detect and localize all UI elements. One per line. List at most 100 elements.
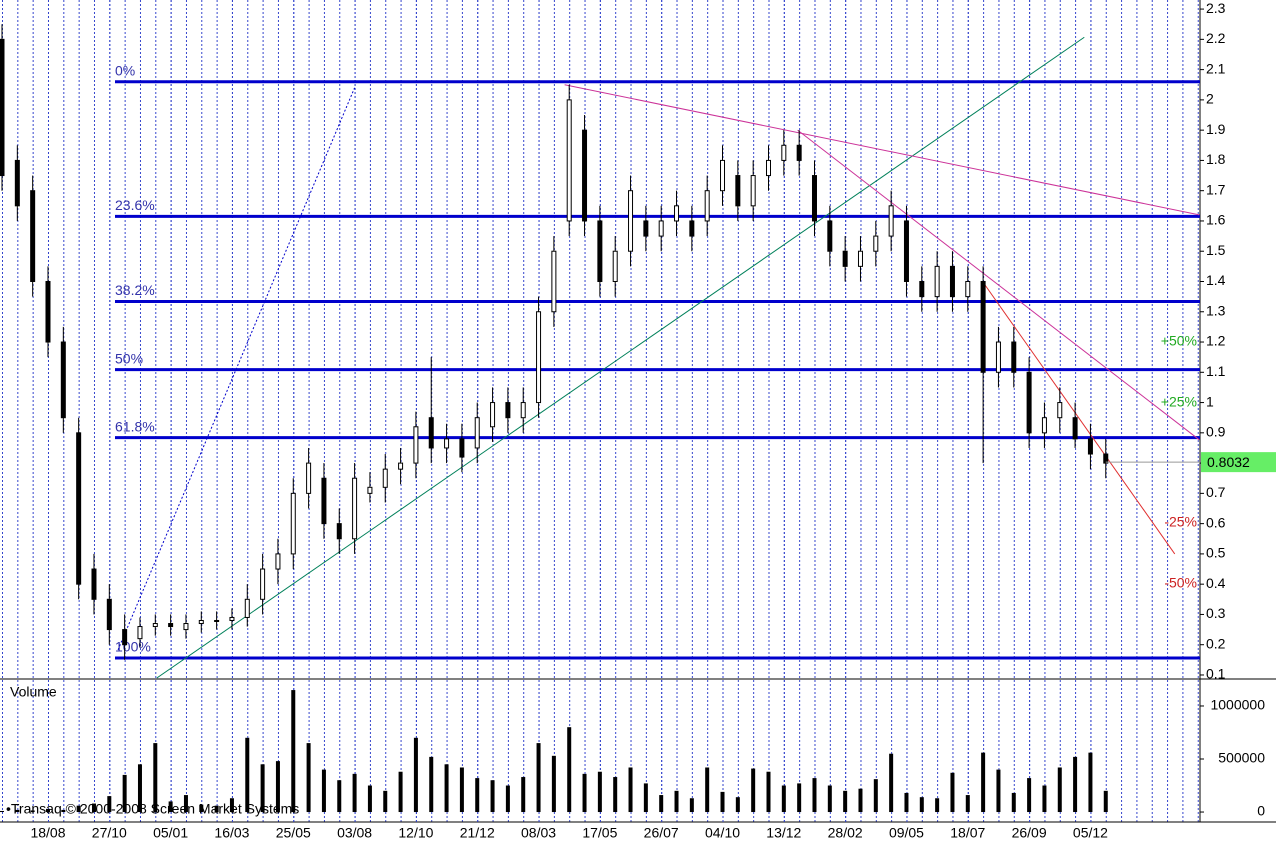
- y-tick-label: 1.9: [1206, 121, 1226, 137]
- volume-bar: [536, 743, 541, 813]
- level-label: 61.8%: [115, 418, 155, 434]
- volume-bar: [367, 785, 372, 813]
- x-tick-label: 13/12: [766, 825, 801, 841]
- y-tick-label: 0.6: [1206, 514, 1226, 530]
- volume-bar: [858, 788, 863, 813]
- x-tick-label: 18/07: [950, 825, 985, 841]
- volume-bar: [1073, 756, 1078, 813]
- candle-body: [949, 265, 955, 298]
- candle-body: [720, 159, 726, 192]
- candle-body: [750, 175, 756, 207]
- y-tick-label: 0.1: [1206, 666, 1226, 682]
- candle-body: [122, 629, 128, 646]
- candle-body: [168, 623, 174, 628]
- x-tick-label: 05/01: [153, 825, 188, 841]
- x-tick-label: 27/10: [92, 825, 127, 841]
- y-tick-label: 0.3: [1206, 605, 1226, 621]
- volume-bar: [245, 737, 250, 813]
- candle-body: [888, 205, 894, 237]
- y-tick-label: 0.7: [1206, 484, 1226, 500]
- candle-body: [965, 280, 971, 298]
- candle-body: [260, 568, 266, 600]
- candle-body: [490, 402, 496, 428]
- candle-body: [674, 205, 680, 222]
- y-tick-label: 1.2: [1206, 333, 1226, 349]
- volume-bar: [827, 785, 832, 813]
- volume-bar: [291, 690, 296, 813]
- x-tick-label: 09/05: [889, 825, 924, 841]
- volume-bar: [1011, 792, 1016, 813]
- volume-bar: [674, 790, 679, 813]
- y-tick-label: 0.4: [1206, 575, 1226, 591]
- volume-bar: [505, 785, 510, 813]
- volume-bar: [904, 792, 909, 813]
- volume-bar: [352, 773, 357, 813]
- candle-body: [643, 220, 649, 237]
- volume-bar: [873, 779, 878, 813]
- volume-bar: [168, 801, 173, 813]
- candle-body: [0, 38, 5, 177]
- volume-bar: [889, 753, 894, 813]
- volume-bar: [735, 797, 740, 813]
- x-tick-label: 18/08: [30, 825, 65, 841]
- volume-bar: [597, 771, 602, 813]
- volume-bar: [628, 767, 633, 813]
- candle-body: [505, 402, 511, 419]
- x-tick-label: 17/05: [582, 825, 617, 841]
- candle-body: [735, 175, 741, 207]
- candle-body: [566, 99, 572, 222]
- candle-body: [796, 144, 802, 161]
- volume-bar: [1103, 790, 1108, 813]
- volume-bar: [720, 791, 725, 813]
- volume-bar: [1057, 767, 1062, 813]
- candle-body: [934, 265, 940, 298]
- candle-body: [474, 417, 480, 449]
- candle-body: [290, 492, 296, 555]
- candle-body: [444, 438, 450, 449]
- candle-body: [321, 477, 327, 525]
- x-tick-label: 25/05: [276, 825, 311, 841]
- level-label: 23.6%: [115, 197, 155, 213]
- volume-bar: [919, 797, 924, 813]
- candle-body: [980, 280, 986, 373]
- y-tick-label: 0: [1257, 803, 1265, 819]
- volume-bar: [91, 803, 96, 813]
- candle-body: [428, 417, 434, 449]
- y-tick-label: 500000: [1218, 750, 1265, 766]
- candle-body: [766, 159, 771, 177]
- volume-bar: [643, 783, 648, 813]
- candle-body: [919, 280, 925, 298]
- candle-body: [811, 175, 817, 222]
- y-tick-label: 2.2: [1206, 30, 1226, 46]
- candle-body: [382, 468, 388, 488]
- y-tick-label: 1.6: [1206, 212, 1226, 228]
- candle-body: [367, 486, 373, 494]
- x-tick-label: 04/10: [705, 825, 740, 841]
- volume-bar: [490, 780, 495, 813]
- annotation: -50%: [1164, 575, 1197, 591]
- x-tick-label: 21/12: [460, 825, 495, 841]
- volume-bar: [0, 810, 4, 813]
- candle-body: [306, 462, 312, 494]
- candle-body: [612, 250, 618, 282]
- volume-bar: [383, 790, 388, 813]
- volume-title: Volume: [10, 684, 57, 700]
- y-tick-label: 1.7: [1206, 181, 1226, 197]
- volume-bar: [551, 755, 556, 813]
- last-price-label: 0.8032: [1207, 454, 1250, 470]
- volume-bar: [30, 810, 35, 813]
- candle-body: [336, 523, 342, 540]
- candle-body: [597, 220, 603, 282]
- volume-bar: [107, 796, 112, 813]
- volume-bar: [61, 809, 66, 813]
- x-tick-label: 03/08: [337, 825, 372, 841]
- volume-bar: [1088, 752, 1093, 813]
- volume-bar: [582, 773, 587, 813]
- y-tick-label: 2.3: [1206, 0, 1226, 16]
- candle-body: [413, 426, 419, 464]
- candle-body: [30, 190, 36, 282]
- y-tick-label: 0.5: [1206, 545, 1226, 561]
- candle-body: [689, 220, 695, 237]
- volume-bar: [153, 743, 158, 813]
- candle-body: [520, 402, 526, 419]
